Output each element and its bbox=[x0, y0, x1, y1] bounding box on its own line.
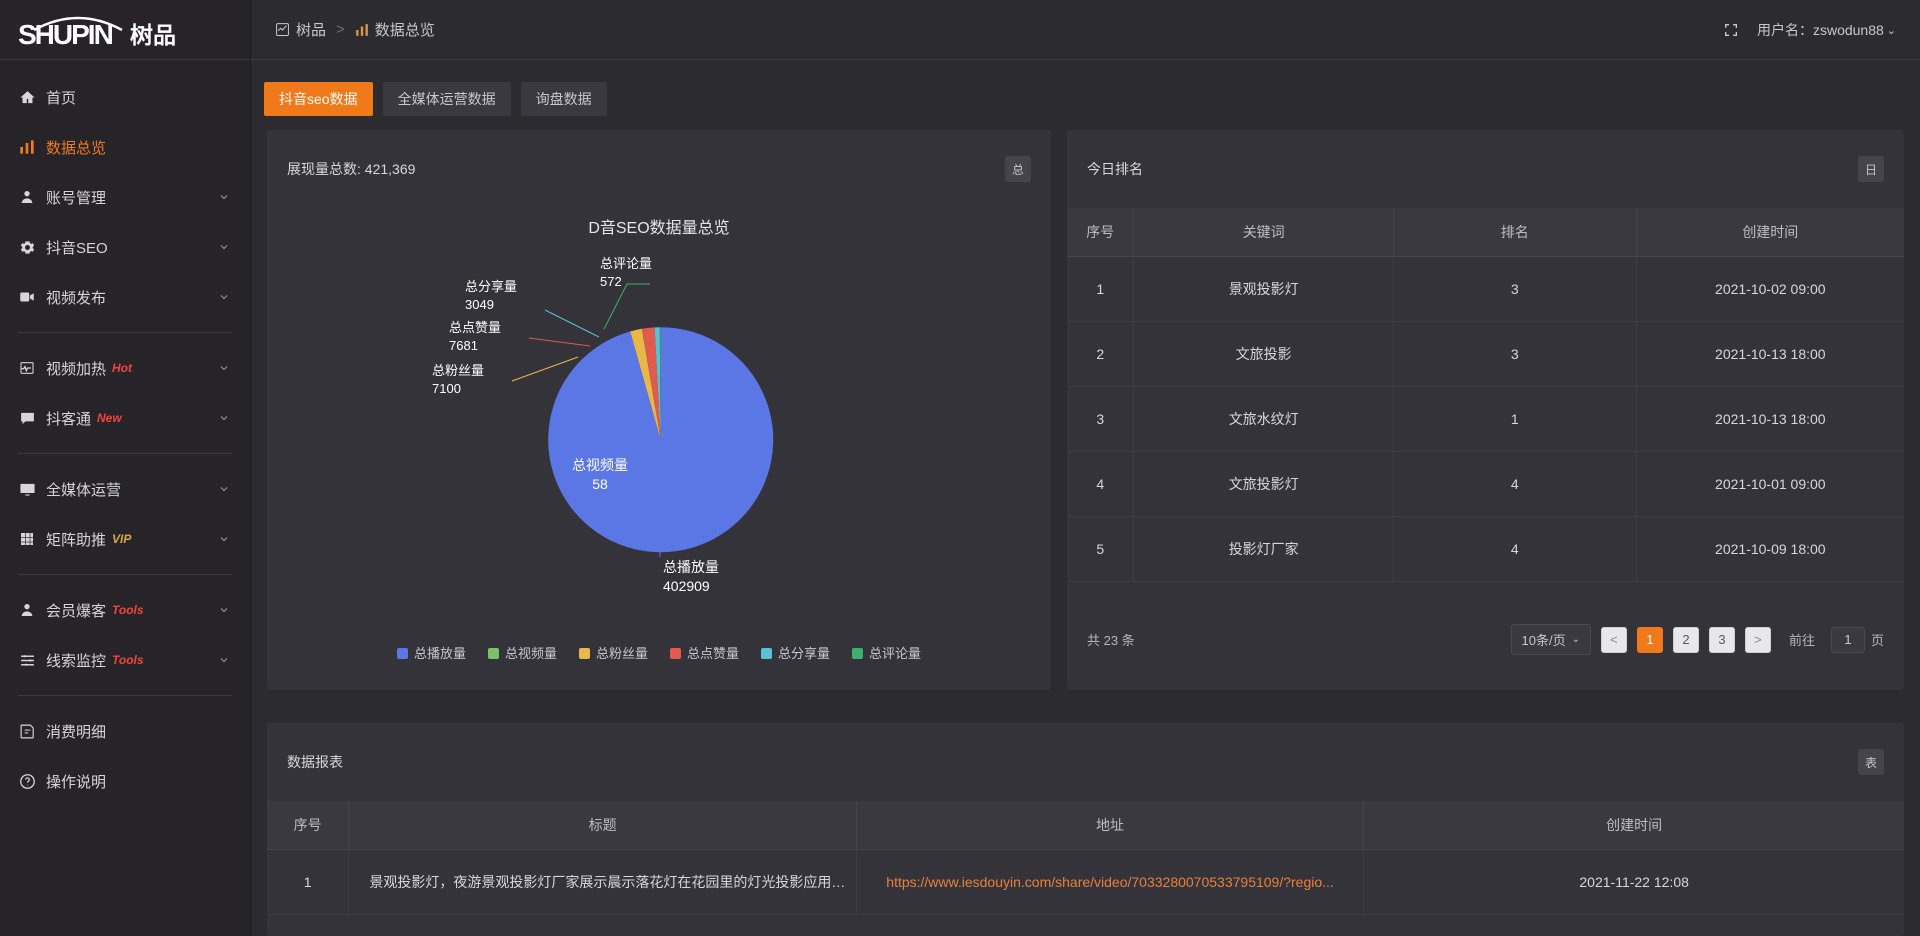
svg-text:总视频量: 总视频量 bbox=[572, 457, 628, 473]
svg-text:3049: 3049 bbox=[465, 297, 494, 312]
svg-text:树品: 树品 bbox=[130, 22, 176, 48]
svg-text:7681: 7681 bbox=[449, 338, 478, 353]
svg-text:SHUPIN: SHUPIN bbox=[18, 19, 113, 50]
svg-text:总点赞量: 总点赞量 bbox=[449, 320, 501, 335]
svg-text:58: 58 bbox=[592, 476, 608, 492]
svg-text:572: 572 bbox=[600, 274, 622, 289]
svg-text:总分享量: 总分享量 bbox=[465, 279, 517, 294]
svg-text:7100: 7100 bbox=[432, 381, 461, 396]
svg-text:总评论量: 总评论量 bbox=[600, 256, 652, 271]
svg-text:总播放量: 总播放量 bbox=[663, 559, 719, 575]
svg-text:总粉丝量: 总粉丝量 bbox=[432, 363, 484, 378]
svg-text:402909: 402909 bbox=[663, 578, 710, 594]
